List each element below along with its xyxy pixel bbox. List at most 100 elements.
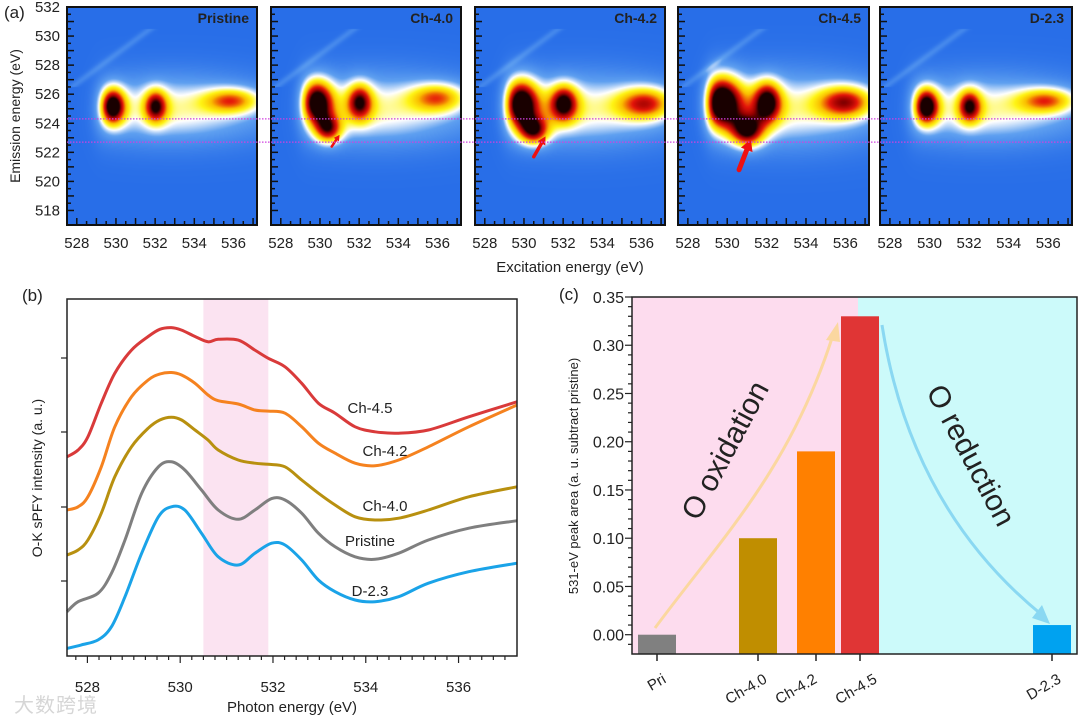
y-tick-label: 518 bbox=[35, 202, 60, 219]
panel-title: D-2.3 bbox=[1030, 10, 1064, 26]
x-tick-label: 534 bbox=[182, 235, 207, 252]
panel-c-label: (c) bbox=[559, 285, 579, 304]
panel-frame bbox=[474, 6, 666, 226]
x-tick-label: 536 bbox=[425, 235, 450, 252]
panel-a-xlabel: Excitation energy (eV) bbox=[496, 259, 644, 276]
panel-c: (c) 531-eV peak area (a. u. subtract pri… bbox=[559, 285, 1078, 708]
y-tick-label: 0.30 bbox=[593, 338, 624, 355]
y-tick-label: 524 bbox=[35, 115, 60, 132]
x-tick-label: 532 bbox=[754, 235, 779, 252]
x-tick-label: 532 bbox=[551, 235, 576, 252]
y-tick-label: 520 bbox=[35, 173, 60, 190]
series-line-d-2.3 bbox=[66, 504, 518, 650]
panel-b-label: (b) bbox=[22, 286, 43, 305]
arrow-shaft bbox=[736, 144, 751, 173]
oxidation-arrow-head-icon bbox=[826, 322, 840, 342]
x-tick-label: 532 bbox=[957, 235, 982, 252]
panel-frame bbox=[631, 296, 1078, 655]
heatmap-ch-4.2 bbox=[475, 7, 665, 225]
arrow-shaft bbox=[532, 139, 545, 159]
panel-b-xlabel: Photon energy (eV) bbox=[227, 699, 357, 716]
x-tick-label: Ch-4.0 bbox=[723, 671, 770, 708]
y-tick-label: 0.05 bbox=[593, 579, 624, 596]
bar-d-2.3 bbox=[1033, 625, 1071, 654]
panel-c-ylabel: 531-eV peak area (a. u. subtract pristin… bbox=[566, 358, 581, 594]
series-label: Ch-4.0 bbox=[362, 498, 407, 515]
panel-frame bbox=[270, 6, 462, 226]
x-tick-label: Pri bbox=[645, 671, 669, 695]
x-tick-label: 530 bbox=[103, 235, 128, 252]
x-tick-label: 528 bbox=[75, 679, 100, 696]
heatmap-ch-4.0 bbox=[271, 7, 461, 225]
panel-a: (a) Excitation energy (eV) Emission ener… bbox=[4, 0, 1073, 276]
bar-pri bbox=[638, 634, 676, 654]
x-tick-label: 528 bbox=[64, 235, 89, 252]
y-tick-label: 0.00 bbox=[593, 628, 624, 645]
x-tick-label: 528 bbox=[268, 235, 293, 252]
series-line-ch-4.5 bbox=[66, 326, 518, 459]
y-tick-label: 532 bbox=[35, 0, 60, 16]
x-tick-label: 534 bbox=[996, 235, 1021, 252]
x-tick-label: 536 bbox=[446, 679, 471, 696]
y-tick-label: 528 bbox=[35, 57, 60, 74]
panel-title: Ch-4.5 bbox=[818, 10, 861, 26]
x-tick-label: 536 bbox=[629, 235, 654, 252]
series-label: Pristine bbox=[345, 533, 395, 550]
heatmap-pristine bbox=[67, 7, 257, 225]
x-tick-label: 530 bbox=[715, 235, 740, 252]
series-line-ch-4.2 bbox=[66, 370, 518, 512]
panel-a-label: (a) bbox=[4, 3, 25, 22]
bar-ch-4.5 bbox=[841, 316, 879, 654]
series-label: Ch-4.5 bbox=[347, 400, 392, 417]
x-tick-label: 532 bbox=[143, 235, 168, 252]
panel-frame bbox=[677, 6, 870, 226]
x-tick-label: 536 bbox=[1036, 235, 1061, 252]
x-tick-label: 532 bbox=[260, 679, 285, 696]
x-tick-label: 530 bbox=[917, 235, 942, 252]
x-tick-label: 530 bbox=[307, 235, 332, 252]
panel-b-ylabel: O-K sPFY intensity (a. u.) bbox=[29, 399, 45, 557]
panel-frame bbox=[879, 6, 1073, 226]
x-tick-label: Ch-4.5 bbox=[833, 671, 880, 708]
arrow-head-icon bbox=[537, 136, 546, 146]
oxidation-arrow bbox=[653, 334, 835, 629]
heatmap-d-2.3 bbox=[880, 7, 1072, 225]
panel-frame bbox=[66, 6, 258, 226]
reduction-arrow bbox=[880, 324, 1043, 617]
y-tick-label: 0.15 bbox=[593, 483, 624, 500]
panel-title: Pristine bbox=[198, 10, 250, 26]
bar-ch-4.2 bbox=[797, 451, 835, 654]
watermark: 大数跨境 bbox=[14, 693, 98, 717]
reduction-arrow-head-icon bbox=[1032, 605, 1050, 624]
x-tick-label: 528 bbox=[877, 235, 902, 252]
x-tick-label: 536 bbox=[833, 235, 858, 252]
x-tick-label: 530 bbox=[511, 235, 536, 252]
x-tick-label: 528 bbox=[675, 235, 700, 252]
x-tick-label: 534 bbox=[590, 235, 615, 252]
heatmap-panel-2: 528 530 532 534 536 Ch-4.2 bbox=[472, 6, 666, 252]
x-tick-label: 534 bbox=[793, 235, 818, 252]
bar-ch-4.0 bbox=[739, 538, 777, 654]
panel-a-ylabel: Emission energy (eV) bbox=[7, 49, 23, 183]
x-tick-label: 534 bbox=[353, 679, 378, 696]
y-tick-label: 526 bbox=[35, 86, 60, 103]
series-line-pristine bbox=[65, 460, 518, 613]
series-label: Ch-4.2 bbox=[362, 443, 407, 460]
series-label: D-2.3 bbox=[352, 583, 389, 600]
panel-title: Ch-4.2 bbox=[614, 10, 657, 26]
arrow-head-icon bbox=[740, 139, 753, 153]
series-line-ch-4.0 bbox=[66, 415, 518, 557]
heatmap-ch-4.5 bbox=[678, 7, 869, 225]
x-tick-label: D-2.3 bbox=[1024, 671, 1064, 704]
x-tick-label: Ch-4.2 bbox=[773, 671, 820, 708]
x-tick-label: 536 bbox=[221, 235, 246, 252]
x-tick-label: 530 bbox=[168, 679, 193, 696]
x-tick-label: 528 bbox=[472, 235, 497, 252]
heatmap-panel-1: 528 530 532 534 536 Ch-4.0 bbox=[268, 6, 462, 252]
panel-frame bbox=[66, 298, 518, 657]
heatmap-panel-3: 528 530 532 534 536 Ch-4.5 bbox=[675, 6, 870, 252]
discharge-region bbox=[858, 297, 1077, 654]
arrow-head-icon bbox=[333, 134, 340, 142]
